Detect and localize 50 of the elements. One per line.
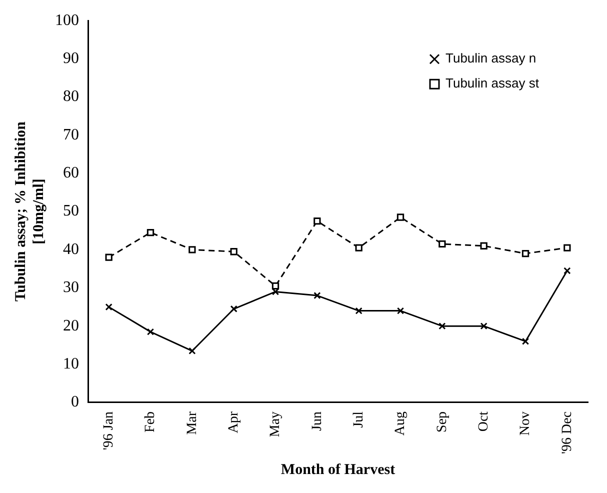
y-tick-label: 30: [63, 279, 79, 296]
point: [396, 307, 404, 314]
x-tick-label: Aug: [393, 411, 408, 436]
point: [230, 305, 238, 312]
x-tick-label: Apr: [226, 411, 242, 434]
y-tick-label: 100: [55, 12, 79, 29]
point: [146, 328, 154, 336]
y-tick-label: 90: [63, 50, 79, 67]
x-tick-label: Jun: [310, 411, 325, 431]
y-tick-label: 10: [63, 355, 79, 372]
x-tick-label: Oct: [476, 411, 492, 432]
point: [480, 322, 488, 330]
x-tick-label: Sep: [434, 411, 450, 432]
point: [564, 244, 571, 252]
legend-label: Tubulin assay n: [446, 50, 536, 66]
point: [355, 307, 362, 314]
x-tick-label: Feb: [143, 411, 158, 432]
y-tick-label: 0: [71, 394, 79, 411]
point: [272, 282, 280, 290]
y-tick-label: 70: [63, 126, 79, 144]
x-tick-label: May: [268, 411, 284, 438]
point: [188, 246, 196, 254]
y-tick-label: 40: [63, 240, 79, 258]
point: [146, 228, 154, 236]
y-tick-label: 60: [63, 164, 79, 182]
y-tick-label: 50: [63, 202, 79, 220]
x-tick-label: '96 Jan: [102, 411, 117, 450]
point: [438, 240, 446, 248]
x-tick-label: Mar: [184, 411, 200, 435]
point: [314, 292, 321, 300]
x-tick-label: Nov: [518, 411, 534, 436]
legend-label: Tubulin assay st: [446, 76, 540, 91]
x-tick-label: Jul: [352, 411, 367, 428]
point: [188, 347, 196, 354]
point: [480, 242, 488, 250]
x-tick-label: '96 Dec: [560, 411, 575, 454]
point: [105, 254, 112, 261]
point: [522, 338, 530, 345]
y-axis-title: Tubulin assay; % Inhibition [10mg/ml]: [12, 120, 47, 302]
y-tick-label: 80: [63, 88, 79, 106]
y-tick-label: 20: [63, 317, 79, 334]
point: [564, 267, 571, 274]
point: [105, 303, 112, 311]
point: [355, 244, 362, 252]
x-axis-title: Month of Harvest: [280, 462, 396, 478]
point: [522, 250, 530, 258]
point: [438, 322, 446, 330]
point: [314, 217, 321, 225]
point: [230, 248, 238, 256]
point: [396, 214, 404, 221]
